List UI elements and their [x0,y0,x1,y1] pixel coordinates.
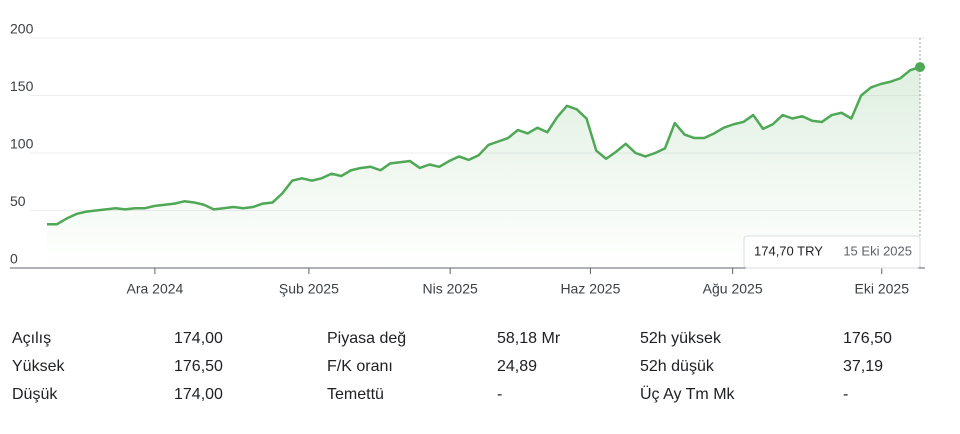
stat-value: 24,89 [497,358,537,375]
x-tick-label: Haz 2025 [560,281,620,297]
end-dot [915,62,925,73]
area [47,67,920,268]
stat-value: 176,50 [843,330,892,347]
stat-value: - [843,386,848,403]
tooltip-date: 15 Eki 2025 [843,243,912,258]
x-tick-label: Nis 2025 [423,281,478,297]
y-tick-label: 0 [10,251,18,267]
x-tick-label: Eki 2025 [855,281,910,297]
stat-label: 52h düşük [640,358,715,375]
stat-label: Temettü [327,386,384,403]
stat-value: - [497,386,502,403]
stat-label: Piyasa değ [327,330,406,347]
y-tick-label: 200 [10,21,34,37]
y-tick-label: 100 [10,136,34,152]
stat-label: Açılış [12,330,51,347]
stat-label: Düşük [12,386,58,403]
price-line [47,65,921,226]
stat-label: F/K oranı [327,358,393,375]
stat-value: 176,50 [174,358,223,375]
y-tick-label: 150 [10,78,34,94]
tooltip-box [743,235,921,269]
stat-value: 37,19 [843,358,883,375]
tooltip: 174,70 TRY 15 Eki 2025 [743,235,921,269]
y-tick-label: 50 [10,193,26,209]
x-tick-label: Ağu 2025 [703,281,763,297]
x-tick-label: Ara 2024 [126,281,183,297]
stat-label: Yüksek [12,358,65,375]
stat-label: Üç Ay Tm Mk [640,385,736,403]
stat-value: 58,18 Mr [497,330,561,347]
stat-label: 52h yüksek [640,330,722,347]
stat-value: 174,00 [174,330,223,347]
tooltip-value: 174,70 TRY [754,243,823,258]
x-tick-label: Şub 2025 [279,281,339,297]
stat-value: 174,00 [174,386,223,403]
